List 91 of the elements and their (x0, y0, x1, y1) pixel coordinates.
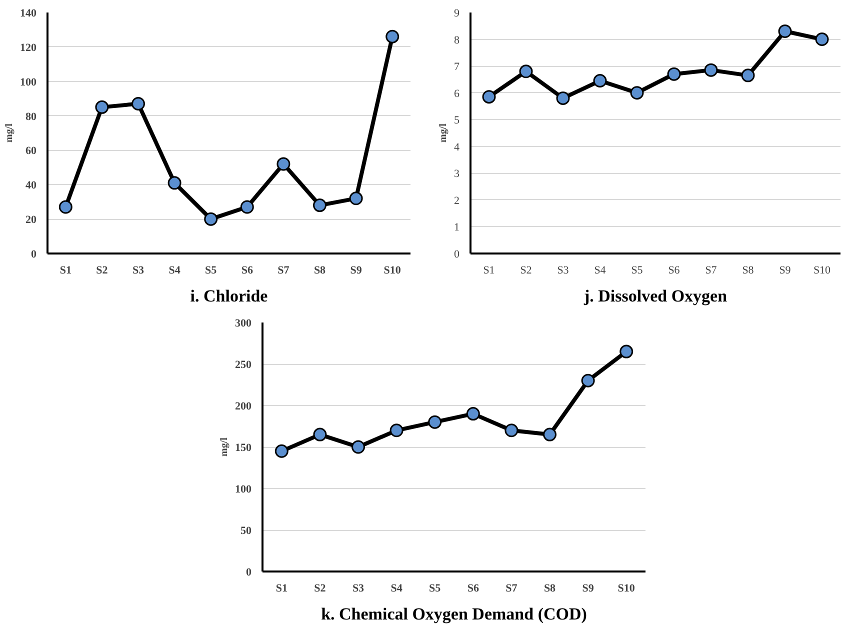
x-tick-label: S2 (314, 582, 326, 594)
point (428, 415, 442, 429)
x-tick-label: S5 (631, 264, 644, 276)
x-tick-label: S6 (467, 582, 480, 594)
point (390, 424, 404, 438)
point (274, 444, 288, 458)
y-tick-label: 60 (26, 145, 37, 158)
point (95, 100, 109, 114)
x-tick-label: S3 (557, 264, 570, 276)
point (482, 90, 496, 104)
x-tick-label: S4 (168, 264, 181, 276)
y-tick-label: 200 (235, 400, 252, 412)
x-tick-label: S5 (205, 264, 218, 276)
x-tick-label: S3 (352, 582, 365, 594)
y-tick-label: 0 (31, 248, 37, 260)
x-tick-label: S1 (276, 582, 288, 594)
x-tick-label: S7 (278, 264, 290, 276)
y-tick-label: 140 (20, 8, 37, 20)
x-tick-label: S1 (60, 264, 72, 276)
point (593, 74, 607, 88)
point (132, 97, 145, 110)
x-tick-label: S10 (813, 264, 832, 276)
y-axis-title: mg/l (438, 123, 449, 142)
point (667, 67, 681, 81)
y-tick-label: 6 (454, 88, 460, 100)
point (240, 200, 254, 214)
x-tick-label: S3 (132, 264, 145, 276)
point (313, 198, 326, 212)
point (276, 157, 290, 171)
y-tick-label: 20 (26, 214, 37, 226)
y-tick-label: 3 (454, 168, 460, 180)
point (504, 424, 518, 438)
y-tick-label: 100 (235, 484, 252, 496)
point (741, 68, 755, 82)
x-tick-label: S6 (241, 264, 254, 276)
point (556, 91, 570, 105)
x-tick-label: S4 (594, 264, 606, 276)
y-tick-label: 50 (240, 525, 252, 537)
point (630, 86, 644, 100)
y-tick-label: 5 (454, 114, 460, 127)
x-tick-label: S2 (96, 264, 108, 276)
y-axis-title: mg/l (4, 123, 15, 142)
x-tick-label: S7 (705, 264, 718, 276)
point (313, 428, 327, 442)
y-tick-label: 250 (235, 359, 252, 371)
text: j. Dissolved Oxygen (582, 286, 728, 306)
text: k. Chemical Oxygen Demand (COD) (321, 604, 587, 624)
y-tick-label: 2 (454, 194, 460, 207)
y-tick-label: 1 (454, 222, 460, 234)
y-tick-label: 9 (454, 8, 460, 20)
point (581, 374, 595, 388)
y-tick-label: 80 (26, 110, 37, 123)
x-tick-label: S9 (350, 264, 362, 276)
text: i. Chloride (190, 286, 268, 306)
x-tick-label: S4 (390, 582, 403, 594)
y-tick-label: 0 (454, 248, 460, 260)
point (519, 64, 533, 78)
y-axis-title: mg/l (219, 437, 230, 456)
point (704, 63, 718, 77)
point (58, 200, 72, 214)
y-tick-label: 7 (454, 61, 460, 74)
y-tick-label: 8 (454, 34, 460, 46)
point (815, 32, 829, 46)
y-tick-label: 150 (235, 442, 252, 454)
y-tick-label: 40 (26, 180, 37, 192)
y-tick-label: 300 (235, 318, 252, 330)
x-tick-label: S10 (618, 582, 636, 594)
x-tick-label: S8 (544, 582, 556, 594)
y-tick-label: 4 (454, 141, 460, 154)
x-tick-label: S9 (582, 582, 594, 594)
x-tick-label: S1 (483, 264, 495, 276)
y-tick-label: 0 (246, 566, 252, 578)
x-tick-label: S6 (668, 264, 680, 276)
x-tick-label: S8 (742, 264, 754, 276)
x-tick-label: S7 (506, 582, 518, 594)
point (543, 428, 556, 442)
point (466, 407, 480, 421)
point (352, 440, 365, 454)
point (168, 176, 182, 190)
y-tick-label: 120 (20, 42, 37, 54)
x-tick-label: S9 (779, 264, 792, 276)
point (349, 192, 363, 206)
point (778, 24, 792, 38)
x-tick-label: S8 (314, 264, 326, 276)
x-tick-label: S10 (384, 264, 402, 276)
x-tick-label: S2 (520, 264, 532, 276)
point (620, 344, 634, 358)
x-tick-label: S5 (429, 582, 442, 594)
point (204, 212, 218, 226)
y-tick-label: 100 (20, 76, 37, 88)
point (386, 30, 400, 44)
